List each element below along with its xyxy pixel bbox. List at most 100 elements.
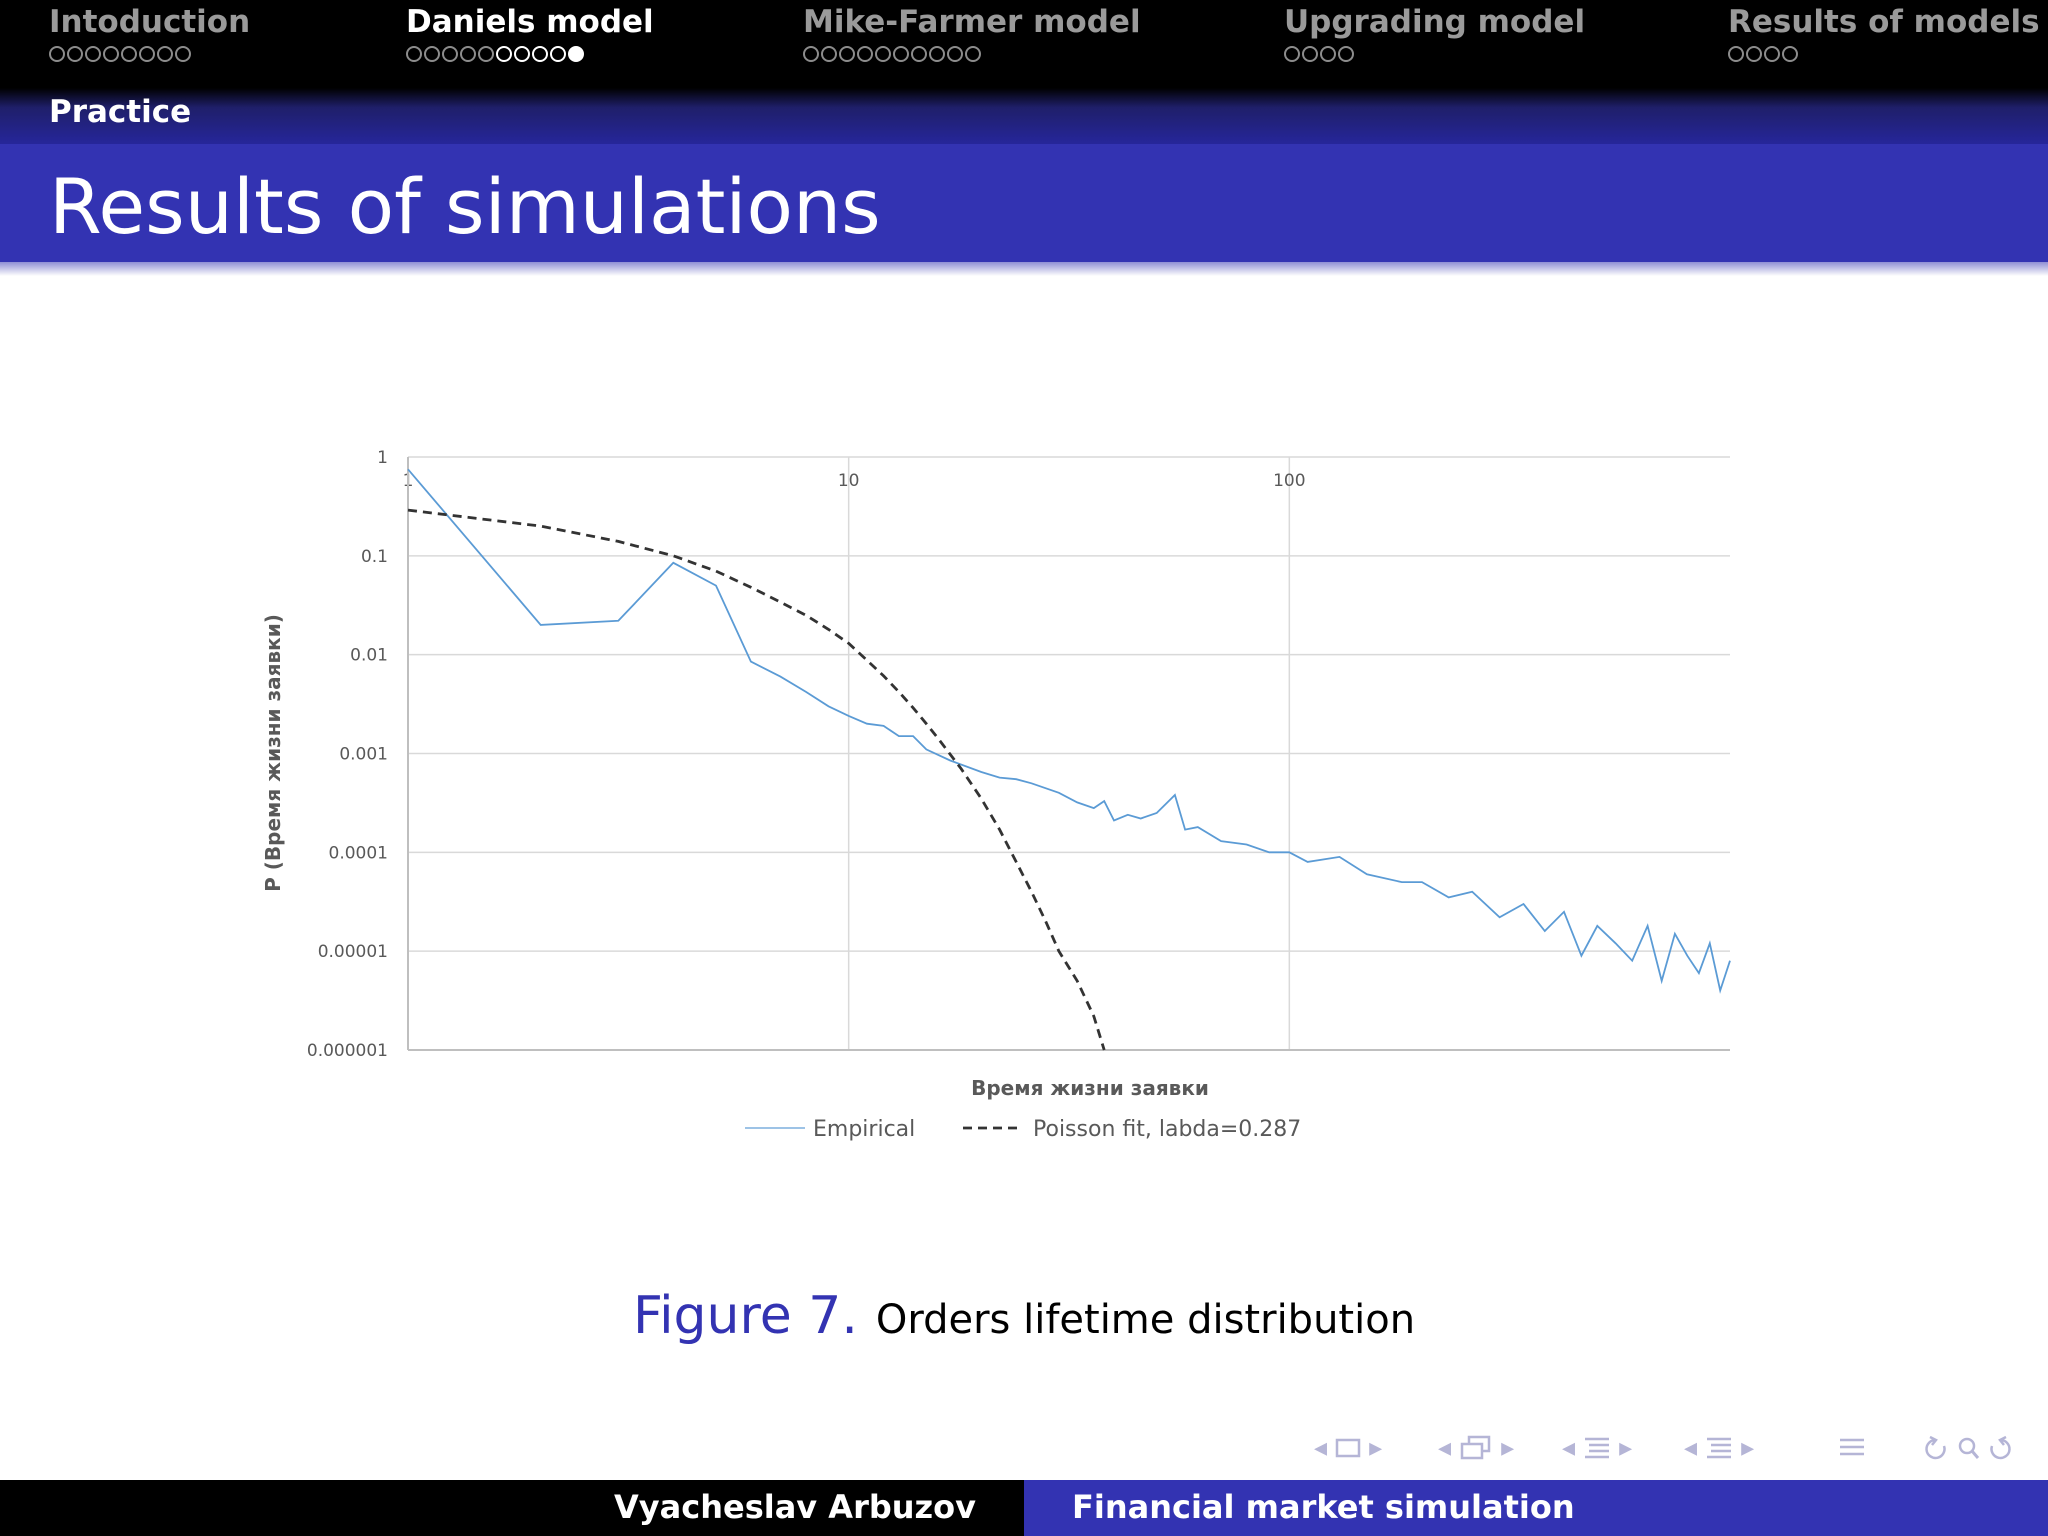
nav-frame-dot[interactable] xyxy=(1782,46,1798,62)
chart-legend: Empirical Poisson fit, labda=0.287 xyxy=(745,1117,1301,1142)
series-line-poisson xyxy=(407,508,1106,1051)
nav-left-arrow-icon[interactable]: ◂ xyxy=(1684,1433,1698,1463)
section-lines-icon[interactable] xyxy=(1583,1434,1611,1462)
frame-title: Results of simulations xyxy=(49,162,881,251)
legend-label-poisson: Poisson fit, labda=0.287 xyxy=(1033,1117,1301,1142)
nav-frame-dot[interactable] xyxy=(532,46,548,62)
nav-frame-dot[interactable] xyxy=(1746,46,1762,62)
nav-frame-dot[interactable] xyxy=(929,46,945,62)
figure-caption-text: Orders lifetime distribution xyxy=(875,1297,1416,1343)
nav-section-title[interactable]: Intoduction xyxy=(49,4,251,40)
nav-right-arrow-icon[interactable]: ▸ xyxy=(1619,1433,1633,1463)
nav-frame-dot[interactable] xyxy=(893,46,909,62)
nav-frame-dot[interactable] xyxy=(965,46,981,62)
footer-talk-title[interactable]: Financial market simulation xyxy=(1072,1488,1575,1526)
nav-section-title[interactable]: Mike-Farmer model xyxy=(803,4,1141,40)
document-lines-icon[interactable] xyxy=(1705,1434,1733,1462)
nav-frame-dot[interactable] xyxy=(1284,46,1300,62)
nav-frame-dot[interactable] xyxy=(514,46,530,62)
nav-right-arrow-icon[interactable]: ▸ xyxy=(1501,1433,1515,1463)
nav-frame-dot[interactable] xyxy=(478,46,494,62)
nav-frame-dot[interactable] xyxy=(550,46,566,62)
nav-frame-dot[interactable] xyxy=(157,46,173,62)
nav-frame-dot[interactable] xyxy=(1338,46,1354,62)
frame-title-bar: Results of simulations xyxy=(0,144,2048,262)
nav-frame-dot[interactable] xyxy=(568,46,584,62)
nav-frame-dot[interactable] xyxy=(121,46,137,62)
nav-frame-dots xyxy=(406,46,654,62)
nav-section-2[interactable]: Daniels model xyxy=(406,4,654,62)
appendix-lines-icon[interactable] xyxy=(1838,1434,1866,1462)
footer-title-bar: Financial market simulation xyxy=(1024,1480,2048,1536)
subsection-title[interactable]: Practice xyxy=(49,94,192,130)
nav-frame-dot[interactable] xyxy=(406,46,422,62)
nav-right-arrow-icon[interactable]: ▸ xyxy=(1741,1433,1755,1463)
nav-left-arrow-icon[interactable]: ◂ xyxy=(1438,1433,1452,1463)
nav-subsection-control[interactable]: ◂ ▸ xyxy=(1438,1428,1514,1468)
nav-frame-dot[interactable] xyxy=(839,46,855,62)
nav-frame-dot[interactable] xyxy=(1764,46,1780,62)
nav-frame-dot[interactable] xyxy=(857,46,873,62)
nav-frame-dot[interactable] xyxy=(947,46,963,62)
y-tick-label: 0.0001 xyxy=(329,843,388,863)
back-search-forward-icons[interactable] xyxy=(1922,1432,2014,1464)
nav-frame-dot[interactable] xyxy=(911,46,927,62)
y-tick-label: 0.01 xyxy=(350,646,388,666)
nav-document-control[interactable]: ◂ ▸ xyxy=(1684,1428,1754,1468)
nav-frame-control[interactable]: ◂ ▸ xyxy=(1314,1428,1382,1468)
nav-frame-dot[interactable] xyxy=(424,46,440,62)
nav-frame-dot[interactable] xyxy=(49,46,65,62)
y-tick-label: 0.1 xyxy=(361,547,388,567)
nav-frame-dot[interactable] xyxy=(442,46,458,62)
y-tick-label: 0.00001 xyxy=(318,942,388,962)
y-axis-title: P (Время жизни заявки) xyxy=(261,614,285,892)
nav-left-arrow-icon[interactable]: ◂ xyxy=(1562,1433,1576,1463)
nav-frame-dot[interactable] xyxy=(1728,46,1744,62)
nav-section-5[interactable]: Results of models xyxy=(1728,4,2040,62)
footer-author-bar: Vyacheslav Arbuzov xyxy=(0,1480,1024,1536)
nav-search-control[interactable] xyxy=(1922,1428,2014,1468)
nav-section-control[interactable]: ◂ ▸ xyxy=(1562,1428,1632,1468)
nav-frame-dot[interactable] xyxy=(139,46,155,62)
section-navigation-bar: Intoduction Daniels model Mike-Farmer mode… xyxy=(0,0,2048,88)
x-tick-label: 100 xyxy=(1273,471,1305,491)
x-axis-title: Время жизни заявки xyxy=(971,1076,1209,1100)
footer-author[interactable]: Vyacheslav Arbuzov xyxy=(614,1488,976,1526)
frame-icon[interactable] xyxy=(1335,1437,1361,1459)
nav-frame-dot[interactable] xyxy=(85,46,101,62)
nav-frame-dot[interactable] xyxy=(875,46,891,62)
nav-frame-dot[interactable] xyxy=(496,46,512,62)
figure-label: Figure 7. xyxy=(632,1286,858,1346)
nav-frame-dot[interactable] xyxy=(1320,46,1336,62)
nav-frame-dot[interactable] xyxy=(67,46,83,62)
subsection-bar: Practice xyxy=(0,88,2048,144)
series-line-empirical xyxy=(407,468,1731,994)
nav-section-title[interactable]: Upgrading model xyxy=(1284,4,1586,40)
nav-frame-dots xyxy=(803,46,1141,62)
nav-frame-dot[interactable] xyxy=(103,46,119,62)
figure-caption: Figure 7. Orders lifetime distribution xyxy=(0,1286,2048,1346)
nav-appendix-control[interactable] xyxy=(1838,1428,1866,1468)
nav-frame-dots xyxy=(49,46,250,62)
nav-section-title[interactable]: Daniels model xyxy=(406,4,654,40)
nav-section-3[interactable]: Mike-Farmer model xyxy=(803,4,1141,62)
nav-frame-dots xyxy=(1284,46,1585,62)
nav-frame-dot[interactable] xyxy=(1302,46,1318,62)
lifetime-distribution-chart: 10.10.010.0010.00010.000010.000001110100… xyxy=(261,448,1731,1142)
nav-frame-dot[interactable] xyxy=(460,46,476,62)
nav-frame-dot[interactable] xyxy=(803,46,819,62)
y-tick-label: 1 xyxy=(377,448,388,468)
nav-section-4[interactable]: Upgrading model xyxy=(1284,4,1585,62)
nav-frame-dot[interactable] xyxy=(175,46,191,62)
nav-left-arrow-icon[interactable]: ◂ xyxy=(1314,1433,1328,1463)
nav-frame-dots xyxy=(1728,46,2040,62)
y-tick-label: 0.000001 xyxy=(307,1041,388,1061)
nav-frame-dot[interactable] xyxy=(821,46,837,62)
legend-label-empirical: Empirical xyxy=(813,1117,915,1142)
nav-section-title[interactable]: Results of models xyxy=(1728,4,2040,40)
x-tick-label: 10 xyxy=(838,471,860,491)
nav-right-arrow-icon[interactable]: ▸ xyxy=(1369,1433,1383,1463)
title-bar-shadow xyxy=(0,262,2048,276)
stacked-frames-icon[interactable] xyxy=(1459,1435,1493,1461)
nav-section-1[interactable]: Intoduction xyxy=(49,4,250,62)
